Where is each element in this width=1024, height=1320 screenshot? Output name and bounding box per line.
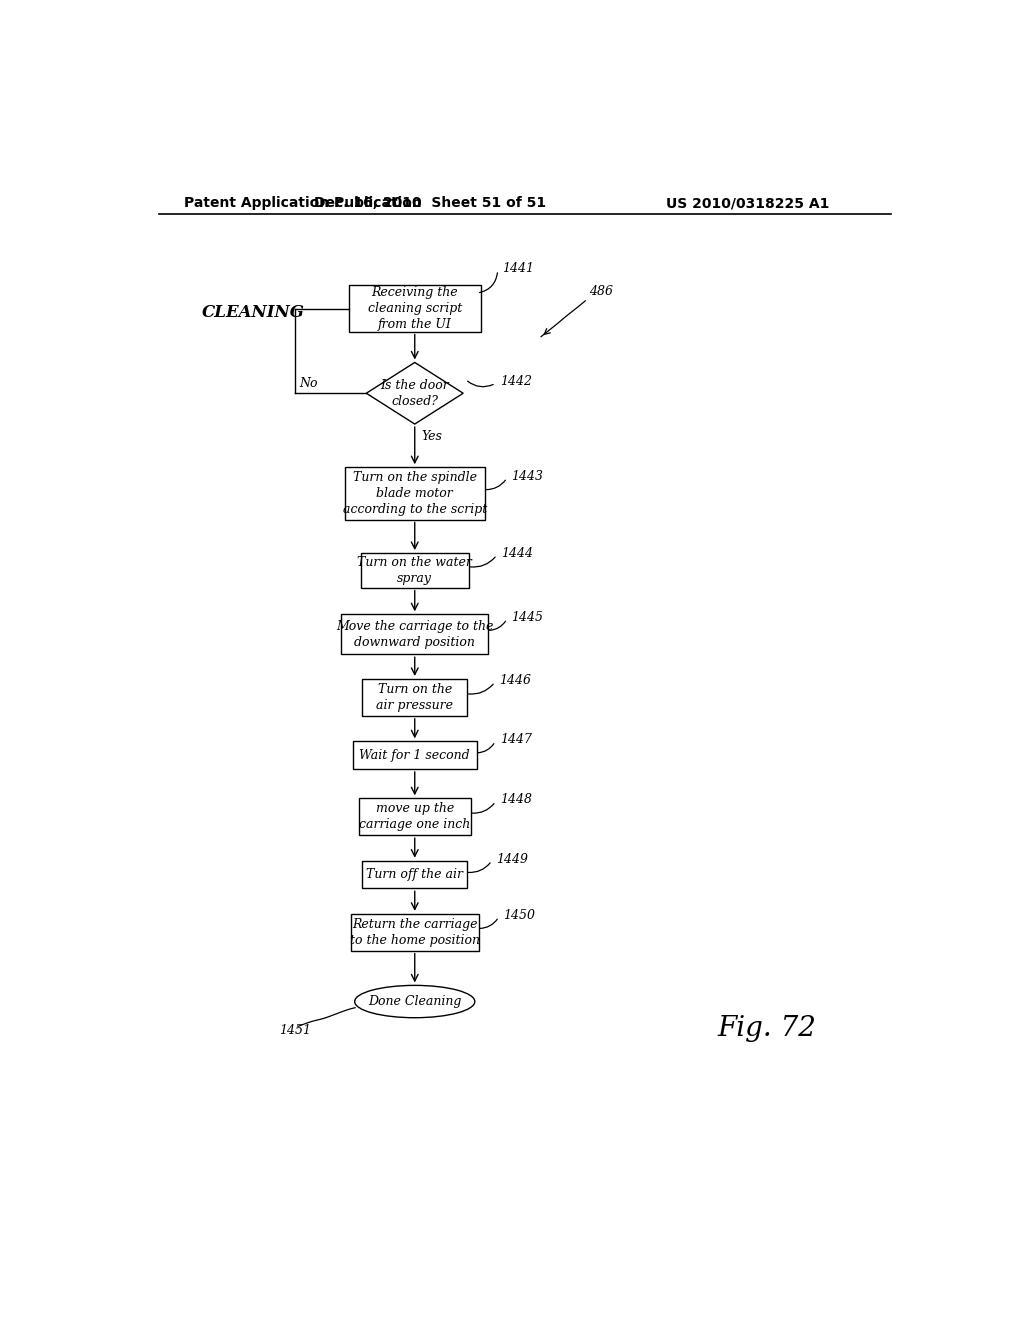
Text: Return the carriage
to the home position: Return the carriage to the home position: [350, 917, 480, 946]
Text: Is the door
closed?: Is the door closed?: [380, 379, 450, 408]
Text: 1443: 1443: [512, 470, 544, 483]
Text: 486: 486: [589, 285, 613, 298]
FancyBboxPatch shape: [341, 614, 488, 655]
FancyBboxPatch shape: [362, 678, 467, 715]
Text: Turn on the spindle
blade motor
according to the script: Turn on the spindle blade motor accordin…: [343, 471, 486, 516]
Text: Turn off the air: Turn off the air: [367, 869, 463, 880]
FancyBboxPatch shape: [351, 913, 478, 950]
Text: 1448: 1448: [501, 793, 532, 807]
Text: Turn on the
air pressure: Turn on the air pressure: [376, 682, 454, 711]
Text: 1441: 1441: [503, 261, 535, 275]
Text: 1446: 1446: [500, 675, 531, 686]
Text: Dec. 16, 2010  Sheet 51 of 51: Dec. 16, 2010 Sheet 51 of 51: [314, 197, 547, 210]
Text: 1442: 1442: [501, 375, 532, 388]
Text: Turn on the water
spray: Turn on the water spray: [357, 556, 472, 585]
Text: 1451: 1451: [280, 1024, 311, 1038]
Text: CLEANING: CLEANING: [202, 304, 304, 321]
FancyBboxPatch shape: [360, 553, 469, 587]
Text: 1445: 1445: [512, 611, 544, 624]
Ellipse shape: [354, 985, 475, 1018]
FancyBboxPatch shape: [345, 467, 484, 520]
Text: No: No: [299, 376, 317, 389]
Text: 1450: 1450: [504, 908, 536, 921]
Text: 1444: 1444: [502, 546, 534, 560]
FancyBboxPatch shape: [358, 799, 471, 836]
Text: move up the
carriage one inch: move up the carriage one inch: [359, 803, 470, 832]
Text: Receiving the
cleaning script
from the UI: Receiving the cleaning script from the U…: [368, 286, 462, 331]
Text: Wait for 1 second: Wait for 1 second: [359, 748, 470, 762]
Text: US 2010/0318225 A1: US 2010/0318225 A1: [667, 197, 829, 210]
Text: Patent Application Publication: Patent Application Publication: [183, 197, 422, 210]
Text: Fig. 72: Fig. 72: [717, 1015, 816, 1041]
Text: Yes: Yes: [421, 430, 441, 444]
Text: 1449: 1449: [497, 853, 528, 866]
Text: Done Cleaning: Done Cleaning: [368, 995, 462, 1008]
FancyBboxPatch shape: [352, 742, 477, 770]
Polygon shape: [367, 363, 463, 424]
FancyBboxPatch shape: [349, 285, 480, 331]
FancyBboxPatch shape: [362, 861, 467, 888]
Text: Move the carriage to the
downward position: Move the carriage to the downward positi…: [336, 620, 494, 648]
Text: 1447: 1447: [500, 733, 532, 746]
